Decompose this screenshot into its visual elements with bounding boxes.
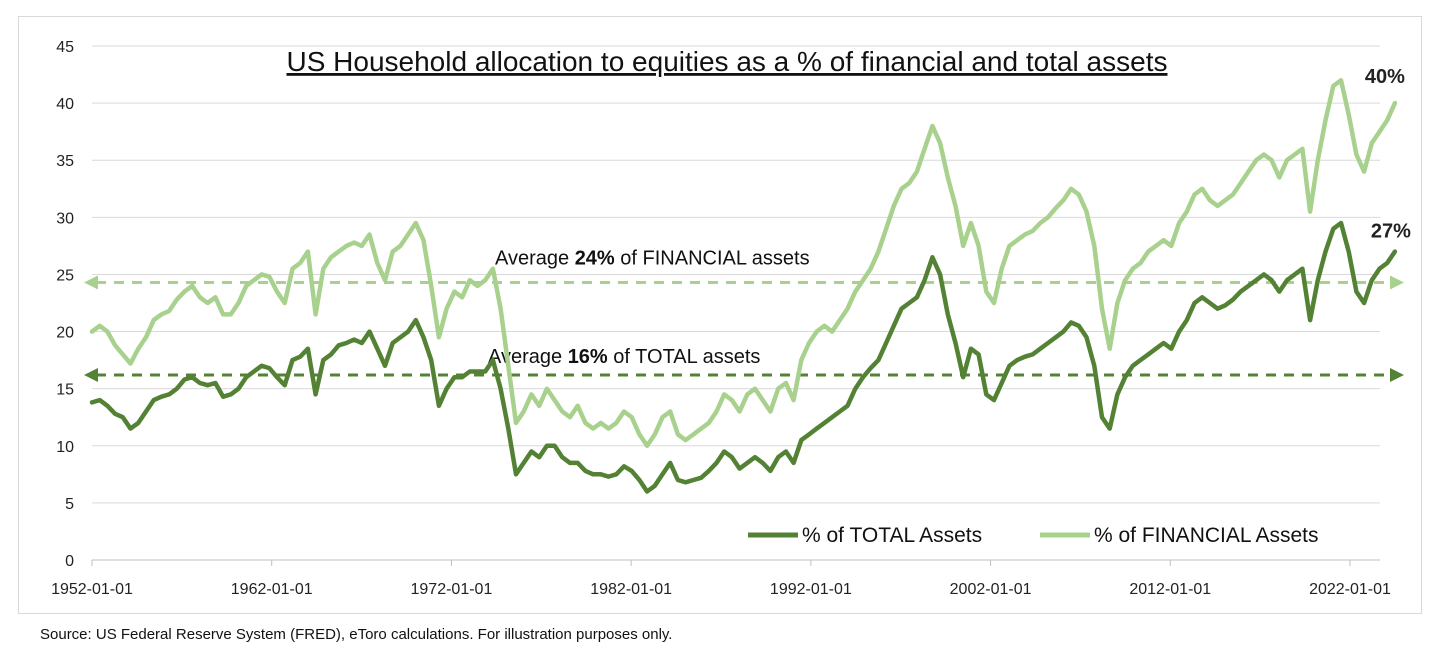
average-label-0: Average 24% of FINANCIAL assets [495,247,810,269]
series-line-1 [89,220,1398,494]
legend: % of TOTAL Assets % of FINANCIAL Assets [748,524,1318,547]
source-note: Source: US Federal Reserve System (FRED)… [40,626,673,643]
y-tick-label-40: 40 [56,96,74,113]
chart-frame [18,16,1422,614]
x-tick-label-2012: 2012-01-01 [1129,581,1211,598]
x-tick-label-1992: 1992-01-01 [770,581,852,598]
legend-label-1: % of FINANCIAL Assets [1094,524,1318,547]
y-tick-label-25: 25 [56,267,74,284]
series-lines [89,78,1398,494]
average-arrow-left-0 [84,275,98,290]
end-label-0: 40% [1365,66,1405,88]
y-tick-label-20: 20 [56,325,74,342]
average-label-1: Average 16% of TOTAL assets [488,346,760,368]
y-tick-label-10: 10 [56,439,74,456]
x-tick-label-1952: 1952-01-01 [51,581,133,598]
y-tick-label-5: 5 [65,496,74,513]
average-arrow-right-1 [1390,367,1404,382]
series-line-0 [89,78,1398,449]
end-labels: 40% 27% [1365,66,1411,242]
average-arrow-left-1 [84,367,98,382]
y-tick-label-35: 35 [56,153,74,170]
average-lines: Average 24% of FINANCIAL assets Average 1… [84,247,1404,382]
x-tick-label-2022: 2022-01-01 [1309,581,1391,598]
end-label-1: 27% [1371,221,1411,243]
y-tick-label-15: 15 [56,382,74,399]
legend-label-0: % of TOTAL Assets [802,524,982,547]
grid-lines [92,45,1380,504]
y-tick-label-0: 0 [65,553,74,570]
y-tick-label-30: 30 [56,210,74,227]
x-tick-label-1982: 1982-01-01 [590,581,672,598]
x-axis-ticks: 1952-01-01 1962-01-01 1972-01-01 1982-01-01… [51,560,1391,598]
x-tick-label-2002: 2002-01-01 [950,581,1032,598]
x-tick-label-1962: 1962-01-01 [231,581,313,598]
y-axis-ticks: 0 5 10 15 20 25 30 35 40 45 [56,39,74,570]
y-tick-label-45: 45 [56,39,74,56]
average-arrow-right-0 [1390,275,1404,290]
chart-title: US Household allocation to equities as a… [287,46,1168,77]
x-tick-label-1972: 1972-01-01 [411,581,493,598]
